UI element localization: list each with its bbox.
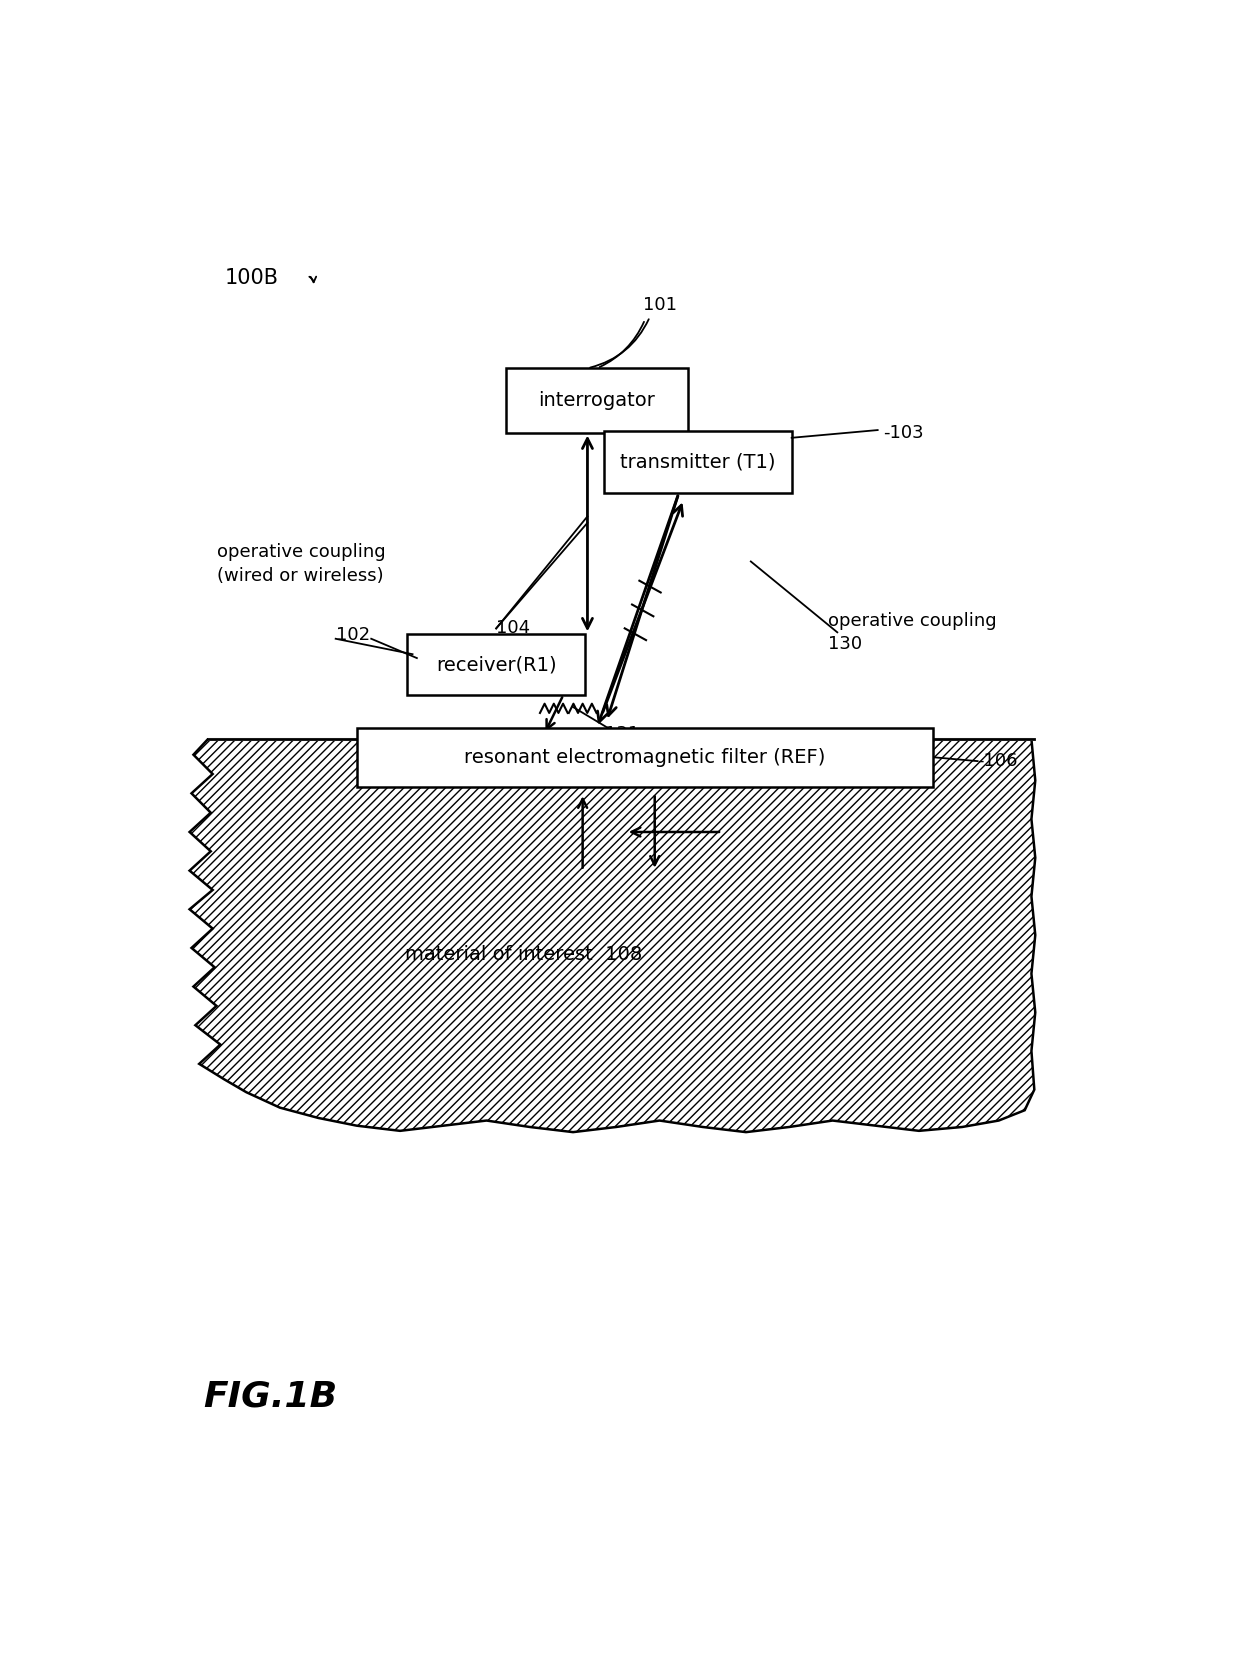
Polygon shape: [190, 739, 1035, 1133]
Text: transmitter (T1): transmitter (T1): [620, 453, 776, 472]
FancyBboxPatch shape: [407, 634, 585, 694]
Text: operative coupling
(wired or wireless): operative coupling (wired or wireless): [217, 544, 386, 586]
FancyBboxPatch shape: [357, 728, 934, 786]
Text: 131: 131: [605, 724, 639, 743]
Text: -106: -106: [977, 753, 1018, 770]
Text: FIG.1B: FIG.1B: [203, 1379, 337, 1414]
Text: 102: 102: [336, 626, 370, 644]
Bar: [208, 738, 1034, 741]
FancyBboxPatch shape: [604, 432, 791, 494]
Text: material of interest  108: material of interest 108: [404, 945, 642, 964]
FancyBboxPatch shape: [506, 368, 688, 433]
Text: interrogator: interrogator: [538, 391, 656, 410]
Text: 101: 101: [644, 296, 677, 315]
Text: 100B: 100B: [226, 268, 279, 288]
Text: 104: 104: [496, 619, 531, 637]
Text: operative coupling
130: operative coupling 130: [828, 612, 996, 652]
Text: resonant electromagnetic filter (REF): resonant electromagnetic filter (REF): [465, 748, 826, 766]
Text: receiver(R1): receiver(R1): [435, 656, 557, 674]
Text: -103: -103: [883, 423, 924, 442]
